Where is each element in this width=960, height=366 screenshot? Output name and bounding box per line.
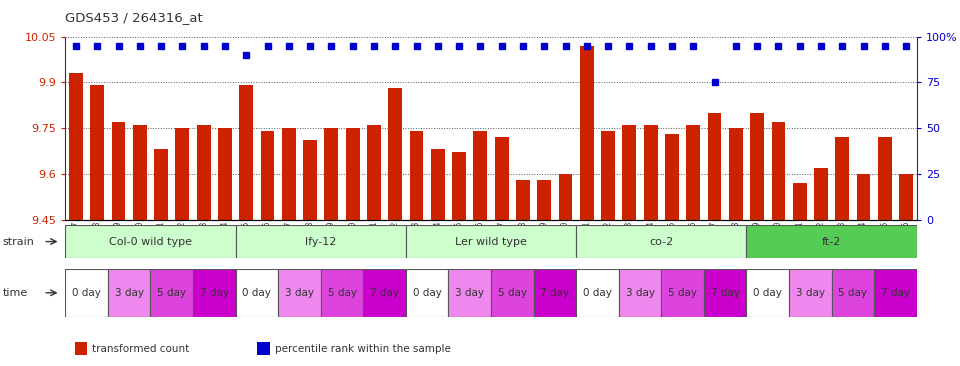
Bar [900,174,913,220]
Text: 7 day: 7 day [371,288,399,298]
Bar [197,125,210,220]
Bar [835,137,850,220]
Text: strain: strain [3,236,35,247]
Text: 3 day: 3 day [285,288,314,298]
Bar [406,269,448,317]
Text: transformed count: transformed count [92,344,189,354]
Bar [235,225,406,258]
Text: 7 day: 7 day [881,288,910,298]
Text: 0 day: 0 day [243,288,272,298]
Bar [686,125,700,220]
Text: 3 day: 3 day [796,288,825,298]
Bar [108,269,151,317]
Bar [622,125,636,220]
Bar [576,269,619,317]
Text: 0 day: 0 day [413,288,442,298]
Text: Ler wild type: Ler wild type [455,236,527,247]
Bar [708,113,722,220]
Bar [90,85,104,220]
Bar [111,122,126,220]
Bar [747,269,789,317]
Bar [793,183,806,220]
Text: 0 day: 0 day [583,288,612,298]
Text: 3 day: 3 day [626,288,655,298]
Bar [644,125,658,220]
Bar [492,269,534,317]
Bar [151,269,193,317]
Bar [559,174,572,220]
Bar [538,180,551,220]
Bar [619,269,661,317]
Text: co-2: co-2 [649,236,674,247]
Bar [452,153,466,220]
Text: GDS453 / 264316_at: GDS453 / 264316_at [65,11,203,24]
Text: 7 day: 7 day [710,288,740,298]
Bar [132,125,147,220]
Bar [389,89,402,220]
Text: 0 day: 0 day [754,288,782,298]
Text: time: time [3,288,28,298]
Bar [789,269,831,317]
Bar [750,113,764,220]
Bar [516,180,530,220]
Bar [856,174,871,220]
Text: Col-0 wild type: Col-0 wild type [108,236,192,247]
Bar [193,269,235,317]
Bar [576,225,747,258]
Bar [321,269,363,317]
Bar [324,128,338,220]
Bar [282,128,296,220]
Text: lfy-12: lfy-12 [305,236,336,247]
Bar [665,134,679,220]
Bar [494,137,509,220]
Bar [235,269,278,317]
Bar [363,269,406,317]
Bar [239,85,253,220]
Bar [69,73,83,220]
Bar [747,225,917,258]
Bar [218,128,232,220]
Bar [831,269,875,317]
Bar [473,131,488,220]
Text: 3 day: 3 day [114,288,144,298]
Text: percentile rank within the sample: percentile rank within the sample [275,344,450,354]
Bar [661,269,704,317]
Bar [65,269,108,317]
Bar [406,225,576,258]
Bar [431,149,444,220]
Bar [410,131,423,220]
Bar [729,128,743,220]
Bar [534,269,576,317]
Text: 7 day: 7 day [540,288,569,298]
Bar [772,122,785,220]
Bar [260,131,275,220]
Text: 5 day: 5 day [327,288,356,298]
Text: 7 day: 7 day [200,288,228,298]
Text: 5 day: 5 day [838,288,868,298]
Bar [878,137,892,220]
Text: 5 day: 5 day [668,288,697,298]
Bar [65,225,235,258]
Text: 5 day: 5 day [498,288,527,298]
Bar [448,269,492,317]
Text: 0 day: 0 day [72,288,101,298]
Text: ft-2: ft-2 [822,236,841,247]
Bar [875,269,917,317]
Bar [346,128,360,220]
Bar [580,46,593,220]
Text: 3 day: 3 day [455,288,484,298]
Bar [176,128,189,220]
Bar [303,140,317,220]
Bar [367,125,381,220]
Bar [278,269,321,317]
Bar [814,168,828,220]
Bar [704,269,747,317]
Text: 5 day: 5 day [157,288,186,298]
Bar [155,149,168,220]
Bar [601,131,615,220]
